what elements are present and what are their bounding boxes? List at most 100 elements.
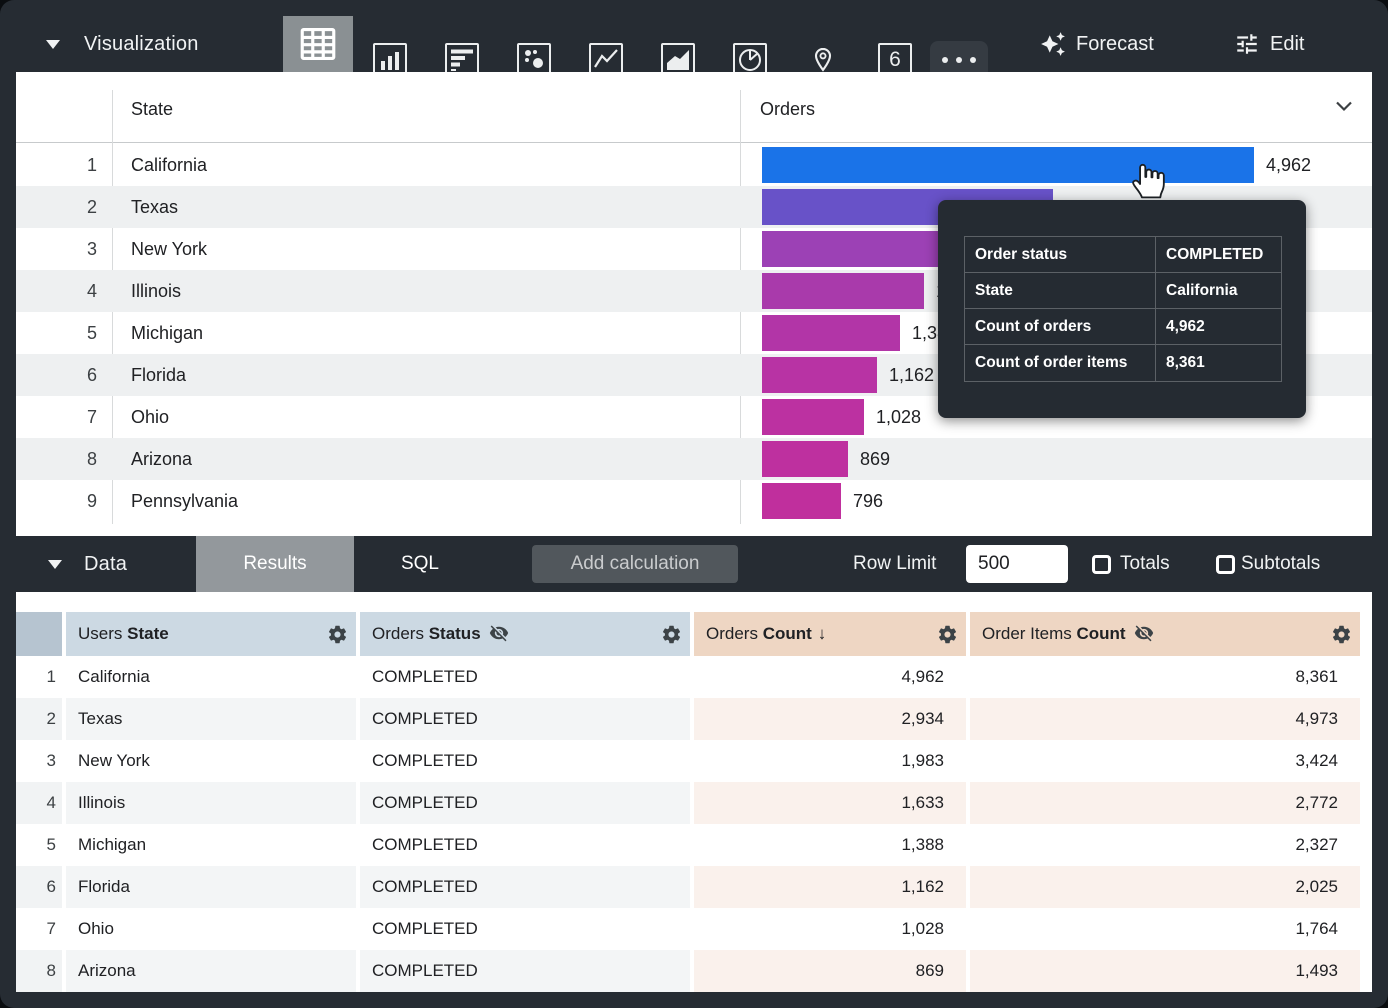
subtotals-label: Subtotals	[1241, 553, 1321, 574]
visualization-toolbar: Visualization	[0, 16, 1388, 79]
tab-results[interactable]: Results	[196, 536, 354, 592]
viz-column-header-orders[interactable]: Orders	[760, 99, 816, 119]
viz-row-number: 6	[86, 365, 97, 385]
viz-row-number: 9	[86, 491, 97, 511]
viz-row-number: 7	[86, 407, 97, 427]
viz-bar-ohio[interactable]	[762, 399, 864, 435]
viz-bar-value-label: 4,962	[1266, 155, 1312, 175]
viz-bar-new-york[interactable]	[762, 231, 959, 267]
data-cell-orders-status: COMPLETED	[360, 782, 690, 824]
header-field-name: State	[127, 624, 169, 643]
viz-row-state: Ohio	[131, 407, 170, 427]
viz-bar-california[interactable]	[762, 147, 1254, 183]
header-field-name: Status	[428, 624, 481, 643]
data-cell-order-items-count: 4,973	[970, 698, 1360, 740]
data-cell-orders-status: COMPLETED	[360, 656, 690, 698]
scatter-chart-icon	[525, 50, 543, 68]
data-cell-orders-status: COMPLETED	[360, 866, 690, 908]
bar-chart-icon	[451, 49, 473, 71]
tooltip-row: Count of order items 8,361	[965, 345, 1281, 381]
header-view-prefix: Order Items	[982, 624, 1077, 643]
data-row-number: 1	[16, 656, 62, 698]
edit-button[interactable]: Edit	[1234, 16, 1304, 72]
column-gear-icon[interactable]	[1331, 624, 1352, 645]
viz-bar-arizona[interactable]	[762, 441, 848, 477]
visualization-collapse-caret-icon[interactable]	[46, 40, 60, 49]
data-cell-order-items-count: 2,772	[970, 782, 1360, 824]
viz-type-map[interactable]	[809, 45, 837, 75]
viz-bar-florida[interactable]	[762, 357, 877, 393]
data-cell-order-items-count: 2,327	[970, 824, 1360, 866]
totals-checkbox[interactable]	[1092, 555, 1111, 574]
ellipsis-icon	[942, 57, 948, 63]
data-header-orders-status[interactable]: Orders Status	[360, 612, 690, 656]
viz-row-state: Michigan	[131, 323, 204, 343]
visualization-section-title[interactable]: Visualization	[84, 33, 199, 55]
data-results-panel: Users State Orders Status Orders Count ↓ Ord…	[16, 592, 1372, 992]
orders-header-chevron-down-icon[interactable]	[1334, 99, 1354, 113]
tab-sql[interactable]: SQL	[400, 553, 440, 574]
viz-row-state: New York	[131, 239, 208, 259]
viz-type-table-selected[interactable]	[283, 16, 353, 72]
data-header-users-state[interactable]: Users State	[66, 612, 356, 656]
data-header-orders-count[interactable]: Orders Count ↓	[694, 612, 966, 656]
data-row-number: 6	[16, 866, 62, 908]
data-toolbar: Data Results SQL Add calculation Row Lim…	[0, 536, 1388, 592]
viz-row-state: Florida	[131, 365, 187, 385]
data-cell-order-items-count: 2,025	[970, 866, 1360, 908]
tooltip-field-value: 4,962	[1166, 318, 1205, 335]
column-gear-icon[interactable]	[327, 624, 348, 645]
hidden-from-visualization-eye-off-icon	[489, 623, 509, 643]
data-cell-orders-count: 1,633	[694, 782, 966, 824]
data-row-number: 5	[16, 824, 62, 866]
data-cell-order-items-count: 3,424	[970, 740, 1360, 782]
data-header-row-number	[16, 612, 62, 656]
header-view-prefix: Users	[78, 624, 128, 643]
viz-row-number: 2	[86, 197, 97, 217]
tooltip-field-value: COMPLETED	[1166, 246, 1264, 263]
hidden-from-visualization-eye-off-icon	[1134, 623, 1154, 643]
data-cell-orders-count: 4,962	[694, 656, 966, 698]
single-value-icon: 6	[889, 48, 901, 71]
data-cell-users-state: New York	[66, 740, 356, 782]
data-row-number: 2	[16, 698, 62, 740]
line-chart-icon	[594, 49, 618, 68]
tooltip-field-value: 8,361	[1166, 354, 1205, 371]
data-cell-orders-status: COMPLETED	[360, 824, 690, 866]
column-gear-icon[interactable]	[937, 624, 958, 645]
row-limit-label: Row Limit	[853, 553, 937, 574]
add-calculation-button[interactable]: Add calculation	[532, 545, 738, 583]
data-section-title[interactable]: Data	[84, 553, 128, 575]
forecast-button[interactable]: Forecast	[1040, 16, 1154, 72]
viz-row-number: 3	[86, 239, 97, 259]
viz-bar-michigan[interactable]	[762, 315, 900, 351]
table-icon	[300, 27, 336, 61]
tooltip-field-label: Count of order items	[965, 345, 1156, 381]
viz-bar-pennsylvania[interactable]	[762, 483, 841, 519]
data-cell-users-state: Arizona	[66, 950, 356, 992]
data-cell-order-items-count: 1,493	[970, 950, 1360, 992]
data-cell-users-state: Texas	[66, 698, 356, 740]
viz-row-state: Pennsylvania	[131, 491, 239, 511]
data-row-number: 3	[16, 740, 62, 782]
data-cell-users-state: Illinois	[66, 782, 356, 824]
viz-column-header-state[interactable]: State	[131, 99, 174, 119]
viz-row-state: Illinois	[131, 281, 182, 301]
mouse-cursor-hand	[1128, 156, 1170, 202]
viz-bar-value-label: 1,028	[876, 407, 922, 427]
row-limit-input[interactable]	[966, 545, 1068, 583]
tooltip-field-value: California	[1166, 282, 1238, 299]
tooltip-table: Order status COMPLETED State California Coun…	[964, 236, 1282, 382]
column-gear-icon[interactable]	[661, 624, 682, 645]
subtotals-checkbox[interactable]	[1216, 555, 1235, 574]
data-header-order-items-count[interactable]: Order Items Count	[970, 612, 1360, 656]
sparkle-icon	[1041, 32, 1065, 56]
data-cell-orders-count: 869	[694, 950, 966, 992]
viz-bar-illinois[interactable]	[762, 273, 924, 309]
header-field-name: Count	[762, 624, 812, 643]
viz-row-state: California	[131, 155, 208, 175]
data-cell-order-items-count: 1,764	[970, 908, 1360, 950]
sort-desc-arrow-icon: ↓	[817, 624, 827, 643]
data-collapse-caret-icon[interactable]	[48, 560, 62, 569]
